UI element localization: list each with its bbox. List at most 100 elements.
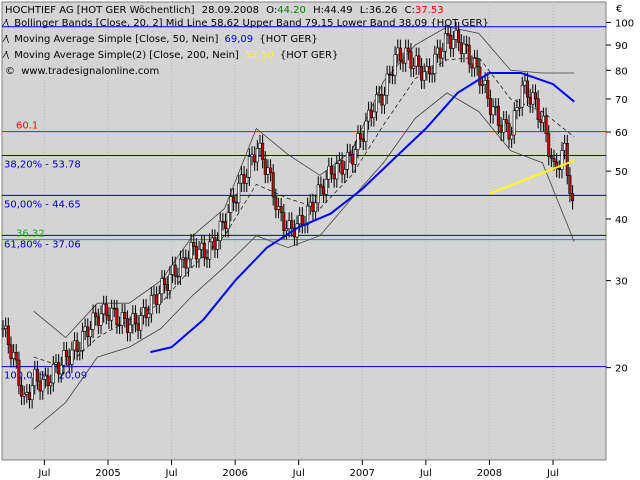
candle-body — [356, 133, 360, 150]
candle-body — [282, 212, 286, 231]
candle-body — [226, 212, 230, 230]
candle-body — [377, 94, 381, 96]
candle-body — [287, 220, 291, 230]
bollinger-bands — [33, 26, 575, 430]
header-low: 36.26 — [369, 5, 398, 16]
candle-body — [449, 35, 453, 49]
y-tick-label: 90 — [615, 41, 628, 52]
candle-body — [65, 350, 69, 358]
candle-body — [186, 258, 190, 269]
candle-body — [261, 142, 265, 160]
bollinger-text: Bollinger Bands [Close, 20, 2] Mid Line … — [14, 18, 489, 29]
candle-body — [414, 55, 418, 67]
legend-bollinger: ⁄\ Bollinger Bands [Close, 20, 2] Mid Li… — [2, 18, 489, 29]
candle-body — [80, 330, 84, 351]
candle-body — [510, 134, 514, 140]
candle-body — [131, 313, 135, 326]
candle-body — [478, 66, 482, 86]
candle-body — [160, 278, 164, 295]
candle-body — [409, 51, 413, 69]
level-label: 60.1 — [16, 121, 38, 132]
x-tick-label: 2006 — [222, 468, 247, 479]
candle-body — [430, 73, 434, 75]
candle-body — [393, 54, 397, 76]
y-tick-label: 40 — [615, 215, 628, 226]
ma200-text: Moving Average Simple(2) [Close, 200, Ne… — [14, 50, 239, 61]
legend-ma50: ⁄\ Moving Average Simple [Close, 50, Nei… — [2, 34, 318, 45]
candle-body — [512, 110, 516, 136]
candle-body — [314, 202, 318, 212]
candle-body — [171, 264, 175, 275]
candle-body — [308, 201, 312, 207]
candle-body — [99, 313, 103, 326]
header-high: 44.49 — [324, 5, 353, 16]
candle-body — [404, 47, 408, 64]
candle-body — [197, 249, 201, 260]
candle-body — [390, 74, 394, 76]
candle-body — [295, 223, 299, 238]
candle-body — [14, 352, 18, 361]
candle-body — [544, 115, 548, 134]
grid — [43, 2, 554, 460]
candle-body — [139, 315, 143, 331]
fibonacci-label: 61,80% - 37.06 — [4, 239, 81, 250]
header-close: 37.53 — [415, 5, 444, 16]
candle-body — [46, 375, 50, 387]
candle-body — [457, 30, 461, 43]
candle-body — [33, 368, 37, 387]
candle-body — [20, 385, 24, 397]
candle-body — [218, 220, 222, 241]
header-symbol: HOCHTIEF AG [HOT GER Wöchentlich] — [5, 5, 195, 16]
y-tick-label: 100 — [615, 18, 634, 29]
candle-body — [88, 329, 92, 338]
candle-body — [406, 47, 410, 52]
candle-body — [22, 394, 26, 397]
candle-body — [242, 174, 246, 184]
candle-body — [563, 143, 567, 151]
candle-body — [184, 257, 188, 269]
candle-body — [57, 362, 61, 375]
candle-body — [467, 44, 471, 65]
ma200-value: 52,50 — [245, 50, 274, 61]
candle-body — [17, 359, 21, 386]
candle-body — [43, 375, 47, 380]
candle-body — [351, 153, 355, 165]
candle-body — [178, 258, 182, 277]
candle-body — [547, 133, 551, 157]
candle-body — [329, 165, 333, 175]
candle-body — [120, 312, 124, 326]
y-tick-label: 20 — [615, 364, 628, 375]
x-tick-label: 2008 — [477, 468, 502, 479]
candle-body — [49, 382, 53, 387]
candle-body — [459, 42, 463, 54]
candle-body — [59, 364, 63, 375]
candle-body — [168, 274, 172, 291]
y-tick-label: 80 — [615, 66, 628, 77]
candle-body — [213, 237, 217, 250]
y-tick-label: 30 — [615, 277, 628, 288]
candle-body — [470, 63, 474, 69]
legend-header: HOCHTIEF AG [HOT GER Wöchentlich] 28.09.… — [5, 5, 444, 16]
candle-body — [9, 344, 13, 360]
candle-body — [86, 326, 90, 338]
candle-body — [340, 160, 344, 175]
candle-body — [155, 294, 159, 305]
candle-body — [488, 97, 492, 116]
candle-body — [433, 53, 437, 74]
candle-body — [322, 186, 326, 195]
candle-body — [335, 163, 339, 180]
candle-body — [504, 119, 508, 124]
candle-body — [380, 94, 384, 106]
header-close-label: C: — [405, 5, 415, 16]
candle-body — [396, 47, 400, 56]
candle-body — [176, 275, 180, 278]
candle-body — [531, 92, 535, 105]
candle-body — [189, 242, 193, 260]
y-tick-label: 50 — [615, 167, 628, 178]
candle-body — [367, 109, 371, 122]
candle-body — [316, 184, 320, 204]
candle-body — [239, 174, 243, 184]
candle-body — [388, 73, 392, 76]
y-tick-label: 70 — [615, 95, 628, 106]
